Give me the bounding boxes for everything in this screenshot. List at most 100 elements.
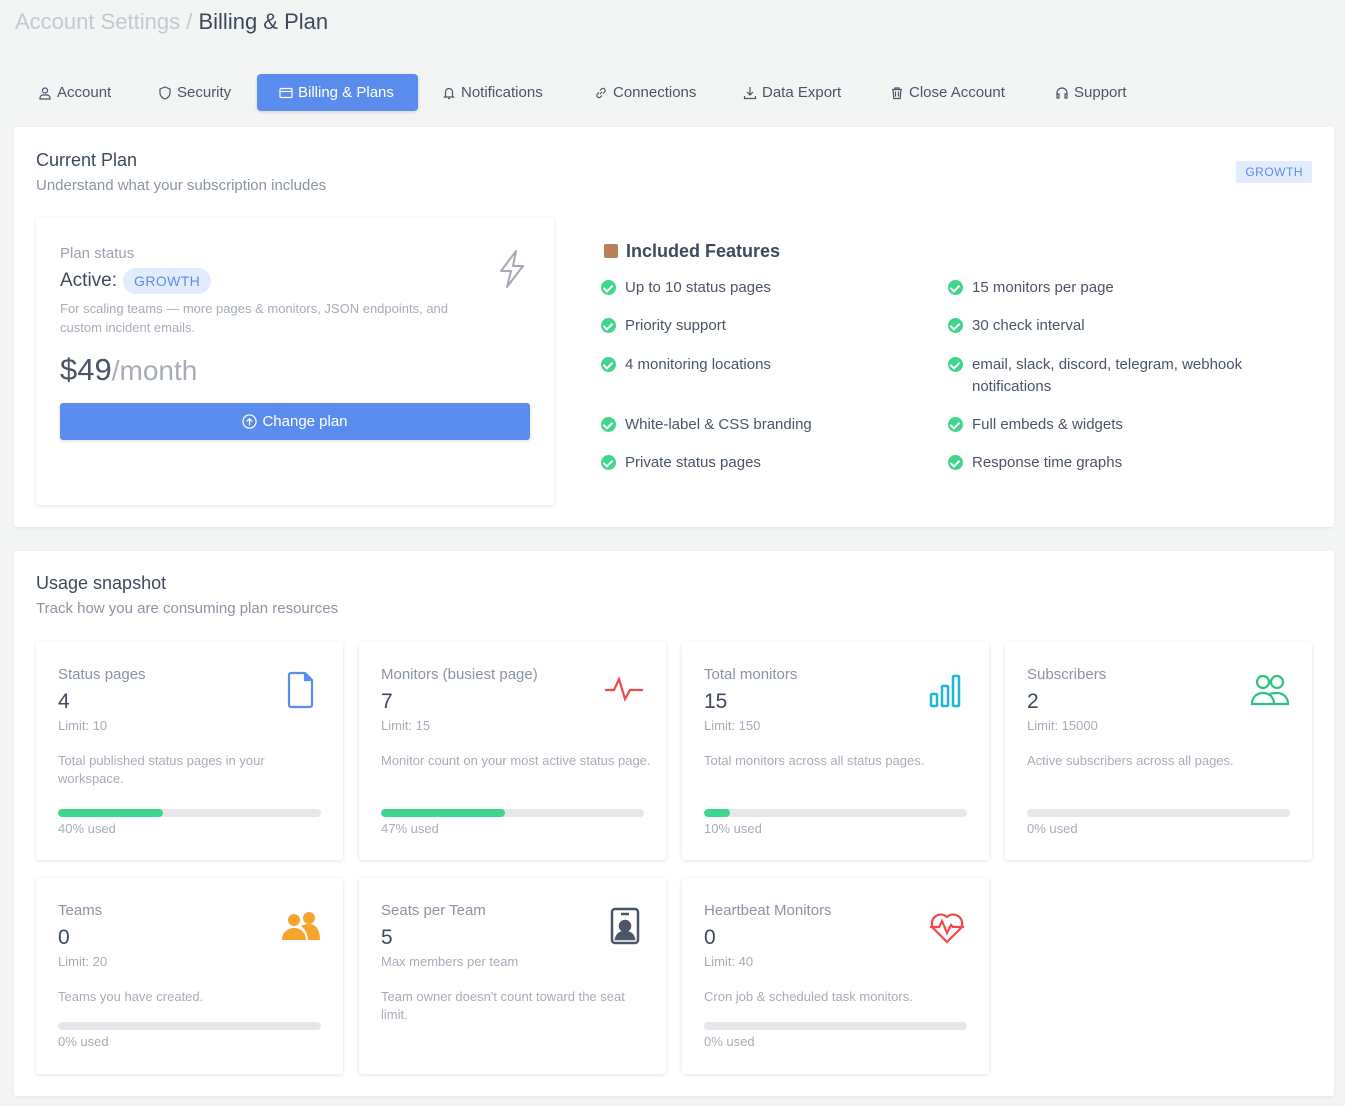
stat-value: 7	[381, 690, 393, 713]
usage-progress-fill	[58, 809, 164, 817]
check-circle-icon	[601, 357, 616, 372]
change-plan-label: Change plan	[262, 413, 348, 430]
feature-label: email, slack, discord, telegram, webhook…	[972, 356, 1243, 395]
plan-status-panel: Plan status Active: GROWTH For scaling t…	[36, 218, 554, 505]
feature-item: 4 monitoring locations	[601, 354, 921, 376]
feature-label: 15 monitors per page	[972, 279, 1114, 296]
usage-percent: 10% used	[704, 821, 762, 836]
plan-price: $49	[60, 352, 112, 387]
check-circle-icon	[948, 417, 963, 432]
stat-title: Monitors (busiest page)	[381, 666, 538, 683]
tab-account[interactable]: Account	[16, 74, 133, 111]
feature-label: Priority support	[625, 317, 726, 334]
tab-data-export[interactable]: Data Export	[721, 74, 863, 111]
feature-item: 15 monitors per page	[948, 277, 1268, 299]
stat-limit: Limit: 150	[704, 718, 761, 733]
plan-description: For scaling teams — more pages & monitor…	[60, 301, 449, 335]
stat-title: Heartbeat Monitors	[704, 902, 832, 919]
active-label: Active:	[60, 270, 118, 291]
arrow-up-circle-icon	[242, 414, 258, 429]
usage-percent: 0% used	[1027, 821, 1078, 836]
feature-item: email, slack, discord, telegram, webhook…	[948, 354, 1268, 398]
settings-tabs: Account Security Billing & Plans Notific…	[0, 74, 1345, 111]
feature-item: Response time graphs	[948, 452, 1268, 474]
features-heading: Included Features	[604, 241, 780, 262]
feature-label: Up to 10 status pages	[625, 279, 771, 296]
section-title: Current Plan	[36, 150, 138, 170]
stat-title: Teams	[58, 902, 103, 919]
tab-label: Security	[177, 84, 232, 101]
download-icon	[743, 86, 757, 99]
stat-value: 0	[704, 926, 716, 949]
tab-support[interactable]: Support	[1033, 74, 1149, 111]
headset-icon	[1056, 86, 1068, 99]
usage-progress-fill	[704, 809, 731, 817]
usage-stat-card: Seats per Team 5 Max members per team Te…	[359, 878, 666, 1074]
tab-security[interactable]: Security	[136, 74, 253, 111]
check-circle-icon	[948, 455, 963, 470]
pulse-icon	[604, 670, 644, 710]
tab-billing[interactable]: Billing & Plans	[257, 74, 418, 111]
team-icon	[281, 906, 321, 946]
breadcrumb-parent[interactable]: Account Settings	[15, 9, 181, 34]
bar-chart-icon	[927, 670, 967, 710]
usage-stat-card: Status pages 4 Limit: 10 Total published…	[36, 642, 343, 860]
usage-percent: 0% used	[58, 1034, 109, 1049]
feature-label: Private status pages	[625, 454, 761, 471]
feature-item: White-label & CSS branding	[601, 414, 921, 436]
tab-label: Support	[1074, 84, 1127, 101]
check-circle-icon	[601, 417, 616, 432]
check-circle-icon	[601, 318, 616, 333]
stat-description: Active subscribers across all pages.	[1027, 753, 1234, 768]
stat-value: 4	[58, 690, 70, 713]
bell-icon	[443, 87, 455, 99]
tab-close-account[interactable]: Close Account	[868, 74, 1027, 111]
stat-description: Cron job & scheduled task monitors.	[704, 989, 913, 1004]
usage-stat-card: Monitors (busiest page) 7 Limit: 15 Moni…	[359, 642, 666, 860]
usage-percent: 47% used	[381, 821, 439, 836]
stat-title: Seats per Team	[381, 902, 486, 919]
id-badge-icon	[604, 906, 644, 946]
tab-label: Close Account	[909, 84, 1005, 101]
tab-connections[interactable]: Connections	[572, 74, 718, 111]
stat-value: 0	[58, 926, 70, 949]
tab-label: Notifications	[461, 84, 543, 101]
usage-progress-bar	[704, 1022, 967, 1030]
stat-description: Teams you have created.	[58, 989, 204, 1004]
plan-status-label: Plan status	[60, 245, 135, 262]
heartbeat-icon	[927, 906, 967, 946]
breadcrumb: Account Settings / Billing & Plan	[15, 9, 328, 35]
usage-stat-card: Total monitors 15 Limit: 150 Total monit…	[682, 642, 989, 860]
usage-progress-bar	[58, 809, 321, 817]
stat-description: Team owner doesn't count toward the seat…	[381, 989, 625, 1022]
stat-limit: Max members per team	[381, 954, 519, 969]
stat-value: 2	[1027, 690, 1039, 713]
tab-label: Data Export	[762, 84, 842, 101]
feature-item: Priority support	[601, 315, 921, 337]
lightning-icon	[500, 250, 524, 288]
check-circle-icon	[948, 280, 963, 295]
tab-label: Connections	[613, 84, 697, 101]
package-icon	[604, 244, 618, 258]
stat-value: 5	[381, 926, 393, 949]
check-circle-icon	[948, 357, 963, 372]
current-plan-card: Current Plan Understand what your subscr…	[14, 127, 1334, 527]
shield-icon	[159, 85, 171, 100]
section-title: Usage snapshot	[36, 573, 167, 593]
section-subtitle: Track how you are consuming plan resourc…	[36, 600, 339, 617]
tab-notifications[interactable]: Notifications	[420, 74, 565, 111]
stat-limit: Limit: 40	[704, 954, 754, 969]
stat-title: Total monitors	[704, 666, 798, 683]
user-icon	[39, 86, 51, 100]
plan-period: /month	[111, 355, 198, 386]
stat-description: Total monitors across all status pages.	[704, 753, 925, 768]
stat-limit: Limit: 20	[58, 954, 108, 969]
stat-description: Total published status pages in your wor…	[58, 753, 265, 786]
check-circle-icon	[601, 455, 616, 470]
check-circle-icon	[948, 318, 963, 333]
change-plan-button[interactable]: Change plan	[60, 403, 530, 440]
feature-item: Full embeds & widgets	[948, 414, 1268, 436]
tab-label: Billing & Plans	[298, 84, 394, 101]
plan-name-pill: GROWTH	[123, 268, 212, 294]
usage-percent: 40% used	[58, 821, 116, 836]
